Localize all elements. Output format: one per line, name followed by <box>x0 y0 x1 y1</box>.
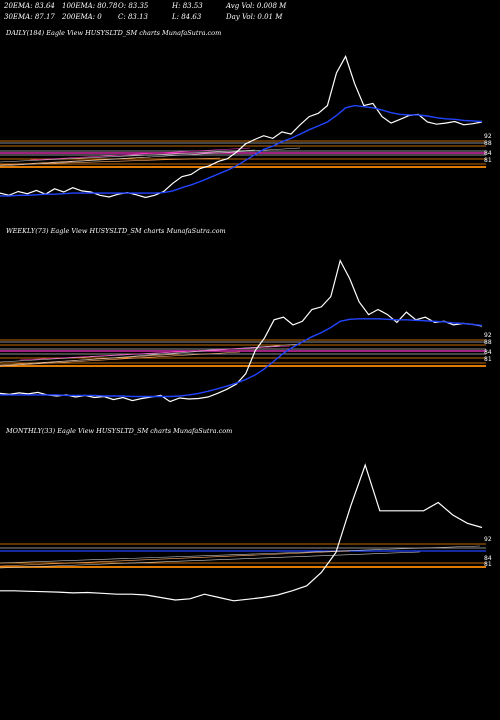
weekly-right-label-2: 84 <box>484 349 492 356</box>
daily-right-label-0: 92 <box>484 133 492 140</box>
daily-right-label-3: 81 <box>484 157 492 164</box>
monthly-ma-curve-2 <box>0 545 481 564</box>
monthly-right-label-2: 81 <box>484 561 492 568</box>
daily-right-label-2: 84 <box>484 150 492 157</box>
avg-vol-stat: Avg Vol: 0.008 M <box>226 2 287 10</box>
daily-chart-title: DAILY(184) Eagle View HUSYSLTD_SM charts… <box>6 29 222 37</box>
close-stat: C: 83.13 <box>118 13 148 21</box>
daily-ma-curve-3 <box>0 147 301 167</box>
weekly-right-label-0: 92 <box>484 332 492 339</box>
open-stat: O: 83.35 <box>118 2 149 10</box>
ema20-stat: 20EMA: 83.64 <box>4 2 55 10</box>
weekly-price-line <box>0 258 483 403</box>
ema30-stat: 30EMA: 87.17 <box>4 13 55 21</box>
weekly-ma-curve-3 <box>0 343 301 367</box>
daily-ma-curve-4 <box>29 147 251 161</box>
monthly-chart-title: MONTHLY(33) Eagle View HUSYSLTD_SM chart… <box>6 427 233 435</box>
stats-row-2: 30EMA: 87.17 200EMA: 0 C: 83.13 L: 84.63 Day… <box>4 13 282 21</box>
ema100-stat: 100EMA: 80.78 <box>62 2 118 10</box>
monthly-price-line <box>0 463 483 602</box>
weekly-ma-curve-1 <box>0 351 241 367</box>
monthly-ma-curve-1 <box>0 551 421 569</box>
daily-right-label-1: 88 <box>484 140 492 147</box>
high-stat: H: 83.53 <box>172 2 203 10</box>
monthly-right-label-1: 84 <box>484 555 492 562</box>
day-vol-stat: Day Vol: 0.01 M <box>226 13 283 21</box>
monthly-right-label-0: 92 <box>484 536 492 543</box>
daily-ma-curve-2 <box>0 149 256 163</box>
weekly-right-label-3: 81 <box>484 356 492 363</box>
weekly-chart-title: WEEKLY(73) Eagle View HUSYSLTD_SM charts… <box>6 227 226 235</box>
stats-row-1: 20EMA: 83.64 100EMA: 80.78O: 83.35 H: 83.5… <box>4 2 286 10</box>
weekly-ma-curve-4 <box>19 345 291 361</box>
ema200-stat: 200EMA: 0 <box>62 13 102 21</box>
daily-price-line <box>0 54 483 199</box>
weekly-ema_blue-line <box>0 318 483 398</box>
monthly-ma-curve-0 <box>0 550 351 567</box>
daily-ema_blue-line <box>0 104 483 197</box>
low-stat: L: 84.63 <box>172 13 202 21</box>
weekly-right-label-1: 88 <box>484 339 492 346</box>
